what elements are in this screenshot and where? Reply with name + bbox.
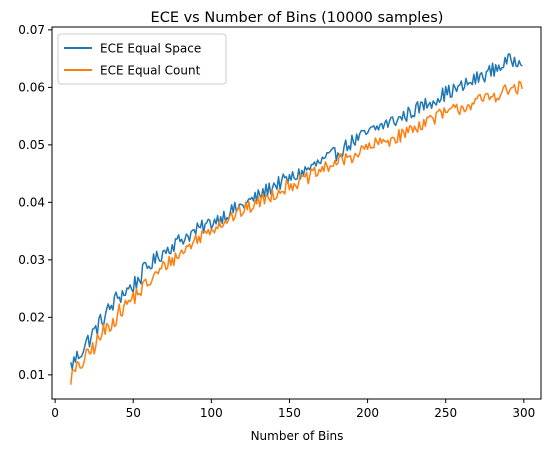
- x-tick-label: 100: [200, 406, 223, 420]
- legend: ECE Equal Space ECE Equal Count: [57, 33, 227, 85]
- y-tick-label: 0.07: [18, 23, 45, 37]
- x-axis: 0 50 100 150 200 250 300: [51, 399, 535, 420]
- y-tick-label: 0.04: [18, 195, 45, 209]
- chart-title: ECE vs Number of Bins (10000 samples): [151, 10, 444, 26]
- series-line-ece-equal-count: [70, 80, 523, 385]
- x-axis-label: Number of Bins: [251, 429, 344, 443]
- y-tick-label: 0.02: [18, 310, 45, 324]
- x-tick-label: 0: [51, 406, 59, 420]
- x-tick-label: 50: [126, 406, 141, 420]
- y-tick-label: 0.03: [18, 253, 45, 267]
- x-tick-label: 150: [278, 406, 301, 420]
- series-layer: [70, 53, 523, 385]
- y-axis: 0.01 0.02 0.03 0.04 0.05 0.06 0.07: [18, 23, 52, 382]
- legend-label-ece-equal-space: ECE Equal Space: [100, 42, 201, 56]
- plot-frame: [51, 26, 542, 400]
- legend-label-ece-equal-count: ECE Equal Count: [100, 64, 201, 78]
- y-tick-label: 0.01: [18, 368, 45, 382]
- y-tick-label: 0.05: [18, 138, 45, 152]
- y-tick-label: 0.06: [18, 80, 45, 94]
- x-tick-label: 200: [356, 406, 379, 420]
- series-line-ece-equal-space: [70, 53, 523, 371]
- legend-box: [57, 33, 227, 85]
- x-tick-label: 300: [512, 406, 535, 420]
- x-tick-label: 250: [434, 406, 457, 420]
